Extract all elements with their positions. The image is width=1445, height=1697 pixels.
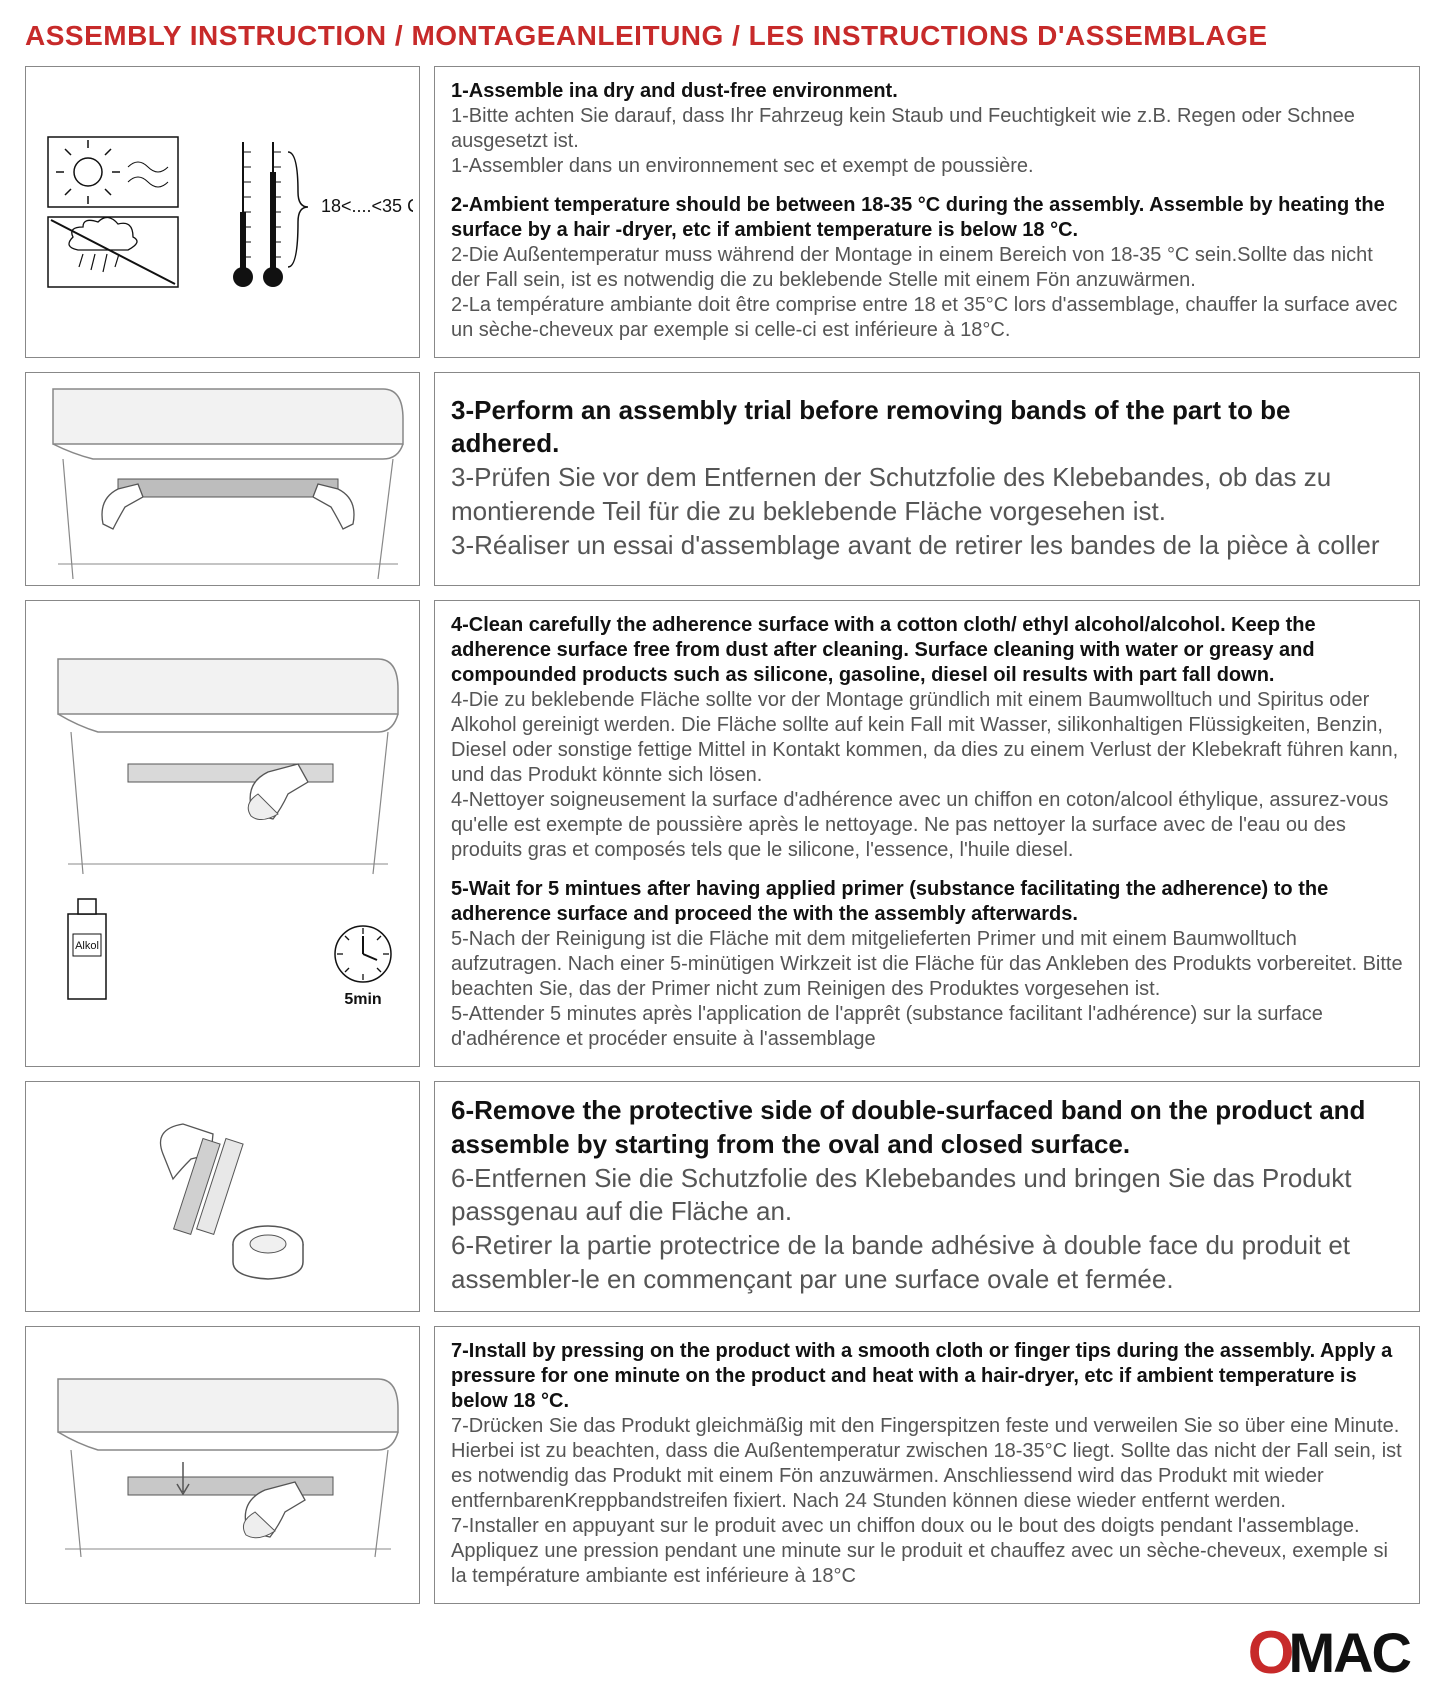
step-3-de: 3-Prüfen Sie vor dem Entfernen der Schut… xyxy=(451,461,1403,529)
step-5-de: 5-Nach der Reinigung ist die Fläche mit … xyxy=(451,927,1403,1002)
step-2-fr: 2-La température ambiante doit être comp… xyxy=(451,293,1403,343)
step-7-en: 7-Install by pressing on the product wit… xyxy=(451,1339,1403,1414)
step-3-fr: 3-Réaliser un essai d'assemblage avant d… xyxy=(451,529,1403,563)
text-box-1: 1-Assemble ina dry and dust-free environ… xyxy=(434,66,1420,358)
instruction-row-2: 3-Perform an assembly trial before remov… xyxy=(25,372,1420,586)
alcohol-label: Alkol xyxy=(75,940,99,952)
step-1-fr: 1-Assembler dans un environnement sec et… xyxy=(451,154,1403,179)
step-1-de: 1-Bitte achten Sie darauf, dass Ihr Fahr… xyxy=(451,104,1403,154)
instruction-row-4: 6-Remove the protective side of double-s… xyxy=(25,1081,1420,1312)
step-4-de: 4-Die zu beklebende Fläche sollte vor de… xyxy=(451,688,1403,788)
diagram-clean: Alkol 5min xyxy=(25,600,420,1067)
step-6: 6-Remove the protective side of double-s… xyxy=(451,1094,1403,1297)
step-1-en: 1-Assemble ina dry and dust-free environ… xyxy=(451,79,1403,104)
step-6-en: 6-Remove the protective side of double-s… xyxy=(451,1094,1403,1162)
diagram-temperature: 18<....<35 C xyxy=(25,66,420,358)
step-2: 2-Ambient temperature should be between … xyxy=(451,193,1403,343)
text-box-5: 7-Install by pressing on the product wit… xyxy=(434,1326,1420,1604)
step-2-de: 2-Die Außentemperatur muss während der M… xyxy=(451,243,1403,293)
step-3: 3-Perform an assembly trial before remov… xyxy=(451,394,1403,563)
step-4: 4-Clean carefully the adherence surface … xyxy=(451,613,1403,863)
logo-o: O xyxy=(1248,1618,1293,1687)
step-5-en: 5-Wait for 5 mintues after having applie… xyxy=(451,877,1403,927)
instruction-row-3: Alkol 5min 4-Clean carefully the adheren… xyxy=(25,600,1420,1067)
step-7-de: 7-Drücken Sie das Produkt gleichmäßig mi… xyxy=(451,1414,1403,1514)
text-box-4: 6-Remove the protective side of double-s… xyxy=(434,1081,1420,1312)
step-5-fr: 5-Attender 5 minutes après l'application… xyxy=(451,1002,1403,1052)
text-box-3: 4-Clean carefully the adherence surface … xyxy=(434,600,1420,1067)
step-7: 7-Install by pressing on the product wit… xyxy=(451,1339,1403,1589)
step-7-fr: 7-Installer en appuyant sur le produit a… xyxy=(451,1514,1403,1589)
step-4-en: 4-Clean carefully the adherence surface … xyxy=(451,613,1403,688)
instruction-row-1: 18<....<35 C 1-Assemble ina dry and dust… xyxy=(25,66,1420,358)
step-4-fr: 4-Nettoyer soigneusement la surface d'ad… xyxy=(451,788,1403,863)
step-2-en: 2-Ambient temperature should be between … xyxy=(451,193,1403,243)
text-box-2: 3-Perform an assembly trial before remov… xyxy=(434,372,1420,586)
logo-mac: MAC xyxy=(1288,1620,1410,1685)
step-6-fr: 6-Retirer la partie protectrice de la ba… xyxy=(451,1229,1403,1297)
step-5: 5-Wait for 5 mintues after having applie… xyxy=(451,877,1403,1052)
step-6-de: 6-Entfernen Sie die Schutzfolie des Kleb… xyxy=(451,1162,1403,1230)
brand-logo: OMAC xyxy=(25,1618,1420,1687)
timer-label: 5min xyxy=(344,991,381,1008)
diagram-remove-tape xyxy=(25,1081,420,1312)
step-3-en: 3-Perform an assembly trial before remov… xyxy=(451,394,1403,462)
step-1: 1-Assemble ina dry and dust-free environ… xyxy=(451,79,1403,179)
diagram-press xyxy=(25,1326,420,1604)
diagram-trial xyxy=(25,372,420,586)
page-title: ASSEMBLY INSTRUCTION / MONTAGEANLEITUNG … xyxy=(25,20,1420,52)
temp-range-label: 18<....<35 C xyxy=(321,196,413,216)
instruction-row-5: 7-Install by pressing on the product wit… xyxy=(25,1326,1420,1604)
